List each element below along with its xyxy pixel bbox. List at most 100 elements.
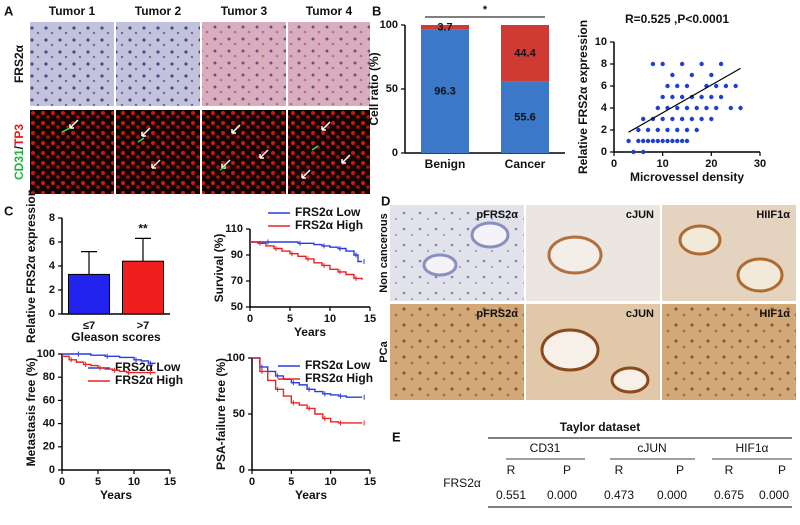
panel-a-images xyxy=(30,22,370,194)
point xyxy=(679,116,685,122)
column-group: HIF1α xyxy=(736,441,769,455)
x-tick-label: ≤7 xyxy=(83,320,95,332)
y-axis-label: Relative FRS2α expression xyxy=(576,20,590,174)
micrograph xyxy=(116,22,200,106)
x-axis-label: Gleason scores xyxy=(71,330,161,344)
table-cell: 0.551 xyxy=(496,488,526,502)
x-tick-label: 30 xyxy=(754,158,766,170)
micrograph xyxy=(390,205,524,301)
panel-d-images xyxy=(390,205,796,400)
point xyxy=(733,83,738,89)
x-tick-label: 10 xyxy=(325,476,337,488)
point xyxy=(650,61,656,67)
point xyxy=(636,127,641,133)
point xyxy=(670,116,675,122)
point xyxy=(670,94,675,100)
panel-letter: A xyxy=(4,3,14,18)
column-header: R xyxy=(725,463,734,477)
error-bar xyxy=(81,251,97,275)
x-tick-label: 0 xyxy=(59,476,65,488)
column-header: R xyxy=(507,463,516,477)
point xyxy=(679,61,685,67)
table: Taylor dataset FRS2α CD31 cJUN HIF1α R P… xyxy=(443,420,792,508)
point xyxy=(655,138,660,144)
row-label-part: / xyxy=(12,145,26,149)
point xyxy=(636,138,641,144)
point xyxy=(675,127,680,133)
point xyxy=(679,138,685,144)
y-tick-label: 50 xyxy=(233,408,245,420)
x-tick-label: 10 xyxy=(128,476,140,488)
table-cell: 0.473 xyxy=(604,488,634,502)
point xyxy=(738,105,743,111)
value-label: 55.6 xyxy=(514,111,535,123)
y-tick-label: 50 xyxy=(386,83,398,95)
point xyxy=(714,83,719,89)
x-tick-label: 20 xyxy=(705,158,717,170)
point xyxy=(660,116,665,122)
micrograph xyxy=(288,22,370,106)
point xyxy=(684,83,690,89)
micrograph xyxy=(662,304,796,400)
panel-letter: C xyxy=(4,203,14,218)
x-tick-label: 0 xyxy=(247,313,253,325)
micrograph xyxy=(30,22,114,106)
y-tick-label: 6 xyxy=(601,80,607,92)
survival-curve xyxy=(62,355,156,374)
y-axis-label: Cell ratio (%) xyxy=(367,52,381,125)
fluorescence-image xyxy=(30,110,114,194)
panel-letter: B xyxy=(372,3,381,18)
point xyxy=(641,138,646,144)
point xyxy=(645,127,651,133)
point xyxy=(655,127,660,133)
point xyxy=(645,138,651,144)
y-tick-label: 20 xyxy=(43,441,55,453)
column-group: CD31 xyxy=(530,441,561,455)
column-label: Tumor 3 xyxy=(221,4,268,18)
row-label-part: TP3 xyxy=(12,124,26,146)
y-tick-label: 8 xyxy=(49,212,55,224)
point xyxy=(704,105,709,111)
point xyxy=(641,116,646,122)
y-tick-label: 2 xyxy=(49,284,55,296)
image-label: HIIF1α xyxy=(756,209,790,221)
y-tick-label: 100 xyxy=(37,348,55,360)
column-label: Tumor 4 xyxy=(306,4,353,18)
x-tick-label: 5 xyxy=(287,313,293,325)
bar-segment xyxy=(421,25,469,30)
x-tick-label: 0 xyxy=(611,158,617,170)
column-header: P xyxy=(778,463,786,477)
point xyxy=(675,105,680,111)
y-axis-label: Survival (%) xyxy=(212,234,226,303)
point xyxy=(665,127,670,133)
point xyxy=(718,94,724,100)
arrows xyxy=(69,119,351,179)
y-tick-label: 8 xyxy=(601,58,607,70)
table-cell: 0.000 xyxy=(657,488,687,502)
survival-curve xyxy=(250,241,362,263)
bar-segment xyxy=(501,25,549,82)
table-cell: 0.000 xyxy=(547,488,577,502)
x-tick-label: Benign xyxy=(425,157,466,171)
point xyxy=(699,61,704,67)
micrograph xyxy=(202,22,286,106)
row-label-part: CD31 xyxy=(12,149,26,180)
point xyxy=(694,105,699,111)
annotation: ** xyxy=(138,222,148,236)
column-header: P xyxy=(676,463,684,477)
point xyxy=(689,72,695,78)
image-label: cJUN xyxy=(626,209,654,221)
value-label: 44.4 xyxy=(514,47,536,59)
glands xyxy=(422,221,784,394)
point xyxy=(679,94,685,100)
bar-segment xyxy=(421,29,469,153)
point xyxy=(631,149,636,155)
x-axis-label: Years xyxy=(294,325,326,339)
point xyxy=(709,72,714,78)
table-cell: 0.675 xyxy=(714,488,744,502)
y-tick-label: 0 xyxy=(49,308,55,320)
x-axis-label: Years xyxy=(100,488,132,502)
survival-curve xyxy=(252,357,363,398)
y-tick-label: 2 xyxy=(601,124,607,136)
y-tick-label: 4 xyxy=(601,102,608,114)
